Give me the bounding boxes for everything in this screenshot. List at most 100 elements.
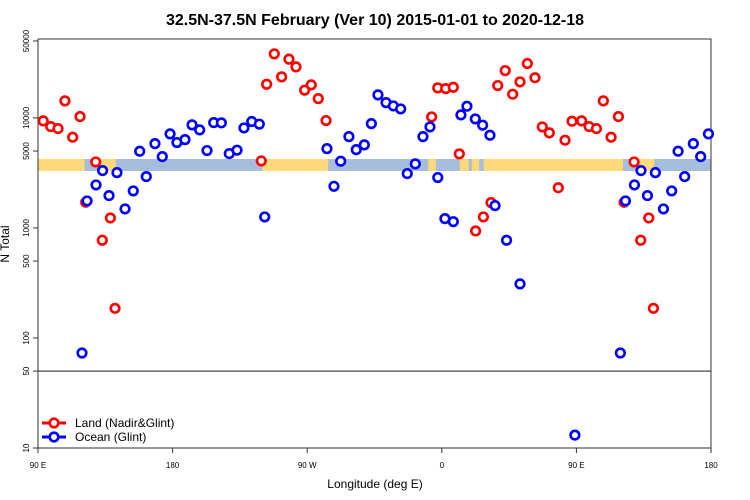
ocean-point [164, 128, 176, 140]
land-point [529, 72, 541, 84]
ocean-point [666, 185, 678, 197]
ocean-point [447, 216, 459, 228]
land-point [492, 79, 504, 92]
ocean-point [687, 138, 699, 150]
y-tick-label: 50000 [22, 29, 31, 52]
land-point [447, 81, 459, 93]
ocean-point [628, 179, 641, 191]
ocean-point [417, 131, 429, 143]
legend-land-label: Land (Nadir&Glint) [75, 416, 174, 430]
ocean-point [679, 170, 691, 183]
ocean-point [489, 200, 501, 212]
land-point [261, 78, 273, 90]
y-tick-label: 10 [22, 443, 31, 452]
chart-title: 32.5N-37.5N February (Ver 10) 2015-01-01… [166, 12, 584, 29]
ocean-point [635, 164, 647, 177]
y-tick-label: 1000 [22, 218, 31, 236]
land-point [96, 234, 108, 246]
y-axis: 10 50 100 500 1000 5000 10000 50000 [22, 29, 38, 452]
x-tick-label: 180 [704, 461, 718, 470]
ocean-point [134, 145, 146, 157]
land-point [426, 111, 438, 123]
ocean-point [179, 134, 191, 146]
ocean-point [395, 103, 407, 115]
land-point [59, 95, 71, 107]
data-points [37, 48, 715, 441]
land-point [268, 48, 280, 60]
ocean-point [253, 118, 265, 130]
ocean-point [231, 144, 243, 156]
ocean-point [469, 113, 481, 125]
ocean-point [119, 203, 131, 215]
ocean-point [111, 167, 123, 179]
ocean-point [215, 117, 227, 129]
land-point [283, 53, 295, 65]
ocean-point [702, 128, 715, 140]
land-point [109, 302, 121, 314]
ocean-point [328, 180, 340, 192]
ocean-point [641, 189, 654, 202]
land-point [514, 76, 526, 88]
y-tick-label: 10000 [22, 106, 31, 129]
ocean-point [149, 138, 161, 150]
land-point [477, 211, 489, 223]
ocean-point [156, 150, 168, 163]
land-point [507, 88, 519, 100]
land-point [67, 131, 79, 143]
land-segment [428, 159, 436, 171]
ocean-point [372, 89, 384, 101]
x-tick-label: 0 [440, 461, 445, 470]
land-ocean-strip [38, 159, 711, 171]
ocean-point [76, 347, 88, 359]
ocean-point [186, 119, 198, 131]
land-point [628, 156, 640, 168]
land-point [647, 302, 660, 314]
ocean-point [619, 195, 632, 207]
land-point [521, 57, 533, 70]
land-point [104, 212, 116, 224]
plot-frame [37, 38, 712, 449]
ocean-point [424, 121, 436, 133]
ocean-point [477, 119, 489, 131]
ocean-point [365, 118, 377, 130]
legend: Land (Nadir&Glint) Ocean (Glint) [42, 416, 174, 444]
ocean-point [127, 185, 139, 197]
ocean-point [657, 203, 670, 215]
ocean-point [672, 145, 684, 157]
land-point [90, 156, 102, 168]
land-point [305, 79, 317, 91]
ocean-point [432, 171, 444, 184]
legend-land-marker [48, 417, 60, 429]
ocean-point [358, 139, 370, 151]
land-segment [38, 159, 85, 171]
land-point [52, 122, 64, 135]
ocean-point [140, 170, 152, 183]
x-axis: 90 E 180 90 W 0 90 E 180 [30, 448, 718, 470]
land-point [552, 182, 564, 194]
land-point [320, 114, 332, 127]
ocean-point [97, 164, 109, 177]
ocean-point [401, 167, 413, 180]
ocean-point [194, 124, 206, 136]
land-point [597, 95, 609, 107]
ocean-point [614, 347, 626, 359]
ocean-point [321, 143, 333, 155]
y-tick-label: 5000 [22, 142, 31, 160]
y-tick-label: 50 [22, 366, 31, 375]
land-point [559, 134, 571, 146]
land-segment [483, 159, 623, 171]
land-point [605, 131, 617, 143]
y-tick-label: 100 [22, 331, 31, 345]
land-segment [459, 159, 469, 171]
y-tick-label: 500 [22, 254, 31, 268]
land-point [255, 155, 267, 167]
land-point [469, 225, 482, 237]
x-tick-label: 90 W [298, 461, 317, 470]
land-point [590, 122, 603, 135]
ocean-point [259, 211, 271, 223]
y-axis-label: N Total [0, 225, 12, 262]
land-point [536, 121, 548, 133]
ocean-point [461, 100, 473, 112]
x-tick-label: 90 E [568, 461, 584, 470]
